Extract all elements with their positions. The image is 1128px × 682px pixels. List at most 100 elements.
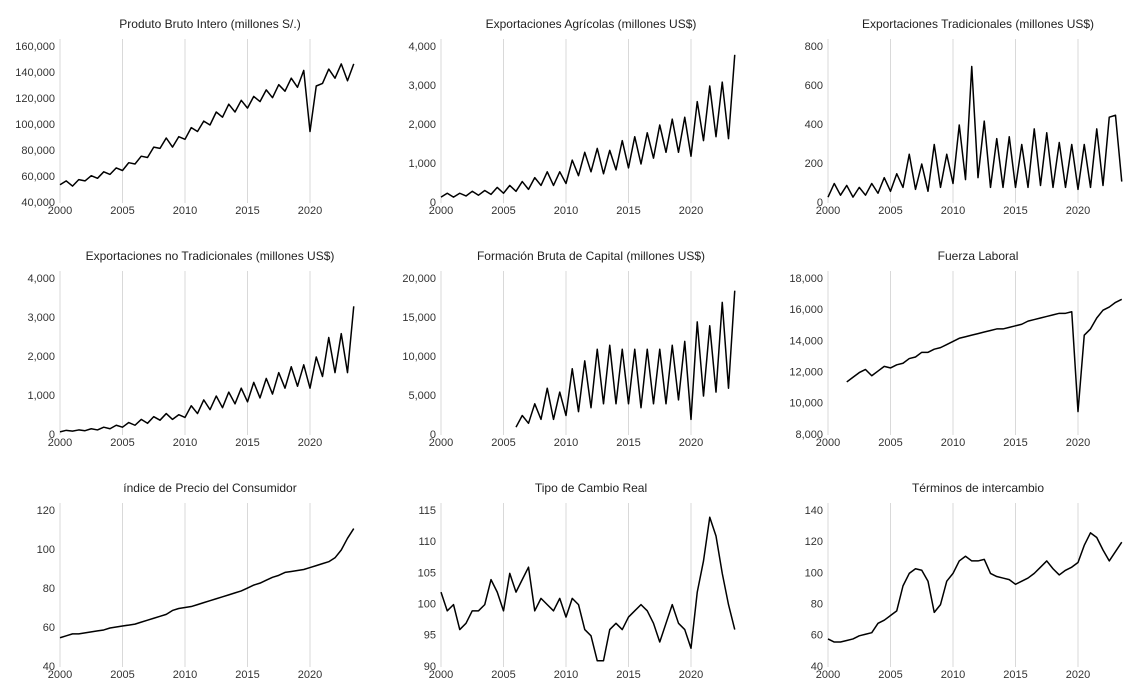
series-line <box>827 65 1123 198</box>
y-tick-label: 4,000 <box>27 273 55 285</box>
y-tick-label: 15,000 <box>402 312 436 324</box>
y-tick-label: 3,000 <box>408 80 436 92</box>
x-tick-label: 2015 <box>616 437 640 449</box>
y-tick-label: 100 <box>37 544 55 556</box>
y-tick-label: 95 <box>424 630 436 642</box>
x-tick-label: 2000 <box>429 437 453 449</box>
series-line <box>515 290 736 428</box>
x-tick-label: 2005 <box>110 205 134 217</box>
chart-title: Tipo de Cambio Real <box>535 481 647 495</box>
y-tick-label: 0 <box>430 429 436 441</box>
x-tick-label: 2000 <box>48 669 72 681</box>
x-tick-label: 2010 <box>941 669 965 681</box>
chart-title: Exportaciones Agrícolas (millones US$) <box>486 17 697 31</box>
x-tick-label: 2010 <box>554 437 578 449</box>
x-tick-label: 2010 <box>554 669 578 681</box>
x-tick-label: 2010 <box>173 205 197 217</box>
series-line <box>59 528 355 639</box>
x-tick-label: 2005 <box>110 669 134 681</box>
series-line <box>846 298 1123 413</box>
x-tick-label: 2015 <box>235 669 259 681</box>
y-tick-label: 16,000 <box>789 304 823 316</box>
x-tick-label: 2020 <box>1066 669 1090 681</box>
y-tick-label: 0 <box>49 429 55 441</box>
y-tick-label: 115 <box>418 505 436 517</box>
y-tick-label: 10,000 <box>789 398 823 410</box>
y-tick-label: 100 <box>418 599 436 611</box>
x-tick-label: 2005 <box>491 669 515 681</box>
x-tick-label: 2000 <box>429 205 453 217</box>
chart-title: Produto Bruto Intero (millones S/.) <box>119 17 300 31</box>
x-tick-label: 2005 <box>491 437 515 449</box>
x-tick-label: 2020 <box>679 669 703 681</box>
series-line <box>59 63 355 187</box>
chart-title: Términos de intercambio <box>912 481 1044 495</box>
y-tick-label: 80 <box>811 599 823 611</box>
y-tick-label: 2,000 <box>408 119 436 131</box>
chart-title: índice de Precio del Consumidor <box>123 481 296 495</box>
y-tick-label: 2,000 <box>27 351 55 363</box>
y-tick-label: 200 <box>805 158 823 170</box>
y-tick-label: 800 <box>805 41 823 53</box>
y-tick-label: 60,000 <box>21 171 55 183</box>
x-tick-label: 2020 <box>679 437 703 449</box>
y-tick-label: 105 <box>418 567 436 579</box>
x-tick-label: 2010 <box>173 669 197 681</box>
x-tick-label: 2000 <box>816 437 840 449</box>
y-tick-label: 140,000 <box>15 67 55 79</box>
chart-title: Formación Bruta de Capital (millones US$… <box>477 249 705 263</box>
y-tick-label: 80 <box>43 583 55 595</box>
chart-title: Exportaciones Tradicionales (millones US… <box>862 17 1094 31</box>
x-tick-label: 2000 <box>816 205 840 217</box>
y-tick-label: 5,000 <box>408 390 436 402</box>
x-tick-label: 2005 <box>878 205 902 217</box>
x-tick-label: 2015 <box>1003 669 1027 681</box>
y-tick-label: 100,000 <box>15 119 55 131</box>
x-tick-label: 2005 <box>110 437 134 449</box>
y-tick-label: 600 <box>805 80 823 92</box>
x-tick-label: 2010 <box>941 205 965 217</box>
y-tick-label: 120 <box>805 536 823 548</box>
x-tick-label: 2010 <box>554 205 578 217</box>
y-tick-label: 12,000 <box>789 367 823 379</box>
y-tick-label: 400 <box>805 119 823 131</box>
y-tick-label: 60 <box>43 622 55 634</box>
y-tick-label: 4,000 <box>408 41 436 53</box>
y-tick-label: 1,000 <box>408 158 436 170</box>
x-tick-label: 2020 <box>679 205 703 217</box>
x-tick-label: 2015 <box>1003 205 1027 217</box>
y-tick-label: 0 <box>817 197 823 209</box>
x-tick-label: 2020 <box>298 669 322 681</box>
y-tick-label: 40,000 <box>21 197 55 209</box>
x-tick-label: 2000 <box>816 669 840 681</box>
y-tick-label: 100 <box>805 567 823 579</box>
y-tick-label: 1,000 <box>27 390 55 402</box>
y-tick-label: 90 <box>424 661 436 673</box>
y-tick-label: 140 <box>805 505 823 517</box>
x-tick-label: 2010 <box>941 437 965 449</box>
x-tick-label: 2020 <box>1066 205 1090 217</box>
series-line <box>59 306 355 433</box>
x-tick-label: 2005 <box>878 669 902 681</box>
y-tick-label: 18,000 <box>789 273 823 285</box>
y-tick-label: 120,000 <box>15 93 55 105</box>
x-tick-label: 2000 <box>48 205 72 217</box>
x-tick-label: 2015 <box>1003 437 1027 449</box>
x-tick-label: 2005 <box>878 437 902 449</box>
x-tick-label: 2000 <box>48 437 72 449</box>
y-tick-label: 20,000 <box>402 273 436 285</box>
y-tick-label: 0 <box>430 197 436 209</box>
x-tick-label: 2010 <box>173 437 197 449</box>
x-tick-label: 2020 <box>1066 437 1090 449</box>
series-line <box>440 516 736 662</box>
x-tick-label: 2015 <box>235 205 259 217</box>
x-tick-label: 2020 <box>298 205 322 217</box>
x-tick-label: 2020 <box>298 437 322 449</box>
y-tick-label: 80,000 <box>21 145 55 157</box>
series-line <box>827 532 1123 643</box>
y-tick-label: 10,000 <box>402 351 436 363</box>
x-tick-label: 2015 <box>235 437 259 449</box>
y-tick-label: 3,000 <box>27 312 55 324</box>
